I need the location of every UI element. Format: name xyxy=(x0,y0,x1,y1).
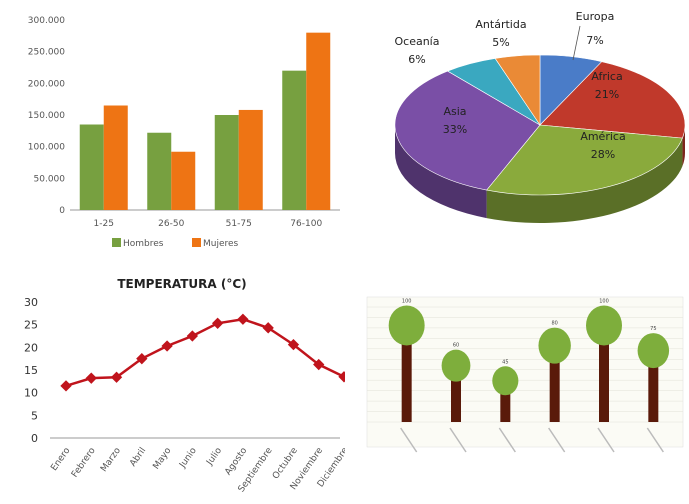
temperature-line-chart-svg: TEMPERATURA (°C) 0 5 10 15 20 25 30 EneroFebrer… xyxy=(24,277,345,494)
pie-label: América xyxy=(580,130,625,143)
x-tick-label: 26-50 xyxy=(158,219,184,229)
legend-label: Hombres xyxy=(123,239,164,249)
legend-swatch xyxy=(192,238,201,247)
temperature-point xyxy=(161,340,173,352)
pie-slice-side xyxy=(395,125,487,219)
y-tick-label: 100.000 xyxy=(28,143,65,153)
y-tick-label: 50.000 xyxy=(34,174,66,184)
bar-hombres xyxy=(79,124,104,210)
tree-crown xyxy=(441,349,471,382)
pie-percent: 6% xyxy=(408,53,425,66)
tree-trunk xyxy=(401,333,412,422)
temperature-point xyxy=(60,380,72,392)
bar-mujeres xyxy=(306,32,331,210)
temperature-point xyxy=(186,330,199,342)
pie-percent: 33% xyxy=(443,123,467,136)
tree-value-label: 60 xyxy=(453,343,459,349)
pie-label: Antártida xyxy=(475,18,526,31)
y-tick-label: 300.000 xyxy=(28,16,65,26)
population-bar-chart-svg: 0 50.000 100.000 150.000 200.000 250.000 300.0… xyxy=(28,16,340,249)
y-tick-label: 150.000 xyxy=(28,111,65,121)
y-tick-label: 200.000 xyxy=(28,79,65,89)
trees-pictogram-chart: 100 60 45 80 100 75 xyxy=(345,262,689,504)
x-tick-smudge xyxy=(449,427,467,453)
temperature-point xyxy=(237,313,249,325)
temperature-line xyxy=(65,317,345,388)
continents-pie-chart: Europa 7% Africa 21% América 28% Asia 33% Oceaní… xyxy=(345,0,689,262)
y-tick-label: 250.000 xyxy=(28,48,65,58)
tree-crown xyxy=(538,327,571,364)
pie-label: Africa xyxy=(591,70,622,83)
y-tick-label: 0 xyxy=(59,206,65,216)
bar-mujeres xyxy=(171,151,196,210)
x-tick-label: Agosto xyxy=(223,446,249,478)
x-tick-label: Febrero xyxy=(70,446,98,480)
pie-label: Oceanía xyxy=(395,35,440,48)
bar-hombres xyxy=(214,115,239,210)
pie-percent: 21% xyxy=(595,88,619,101)
tree-crown xyxy=(388,305,425,346)
temperature-point xyxy=(85,372,97,384)
y-tick-label: 25 xyxy=(24,319,38,332)
bar-mujeres xyxy=(103,105,128,210)
legend-label: Mujeres xyxy=(203,239,239,249)
tree-trunk xyxy=(549,352,560,422)
x-tick-smudge xyxy=(400,427,418,453)
tree-trunk xyxy=(648,357,659,422)
x-tick-label: Enero xyxy=(49,446,72,473)
europa-leader-line xyxy=(572,25,581,61)
tree-trunk xyxy=(500,386,511,422)
tree-value-label: 100 xyxy=(599,298,609,304)
pie-label: Asia xyxy=(443,105,466,118)
pie-slice-side xyxy=(682,125,685,167)
tree-crown xyxy=(586,305,622,346)
pie-percent: 5% xyxy=(492,36,509,49)
tree-trunk xyxy=(451,372,461,422)
pie-slice-américa xyxy=(486,124,683,196)
x-tick-label: Julio xyxy=(205,446,225,468)
y-tick-label: 20 xyxy=(24,341,38,354)
legend-swatch xyxy=(112,238,121,247)
y-tick-label: 30 xyxy=(24,296,38,309)
temperature-point xyxy=(338,371,345,383)
tree-trunk xyxy=(599,333,609,422)
pie-slice-side xyxy=(486,138,683,223)
bar-hombres xyxy=(147,132,172,210)
x-tick-smudge xyxy=(548,427,566,453)
x-tick-label: Marzo xyxy=(99,446,123,474)
bar-mujeres xyxy=(238,109,263,210)
y-tick-label: 5 xyxy=(31,409,38,422)
tree-value-label: 100 xyxy=(402,298,412,304)
pie-percent: 7% xyxy=(586,34,603,47)
tree-crown xyxy=(637,333,670,369)
y-tick-label: 15 xyxy=(24,364,38,377)
x-tick-smudge xyxy=(646,427,664,453)
x-tick-label: 51-75 xyxy=(226,219,252,229)
x-tick-label: 76-100 xyxy=(290,219,322,229)
temperature-chart-title: TEMPERATURA (°C) xyxy=(117,277,246,291)
pie-percent: 28% xyxy=(591,148,615,161)
temperature-point xyxy=(211,317,224,329)
pie-slice-antártida xyxy=(494,54,541,126)
bar-hombres xyxy=(282,70,307,211)
tree-crown xyxy=(492,366,519,396)
x-tick-label: 1-25 xyxy=(94,219,114,229)
x-tick-smudge xyxy=(498,427,516,453)
pie-label: Europa xyxy=(576,10,615,23)
x-tick-smudge xyxy=(597,427,615,453)
y-tick-label: 10 xyxy=(24,387,38,400)
x-tick-label: Abril xyxy=(128,446,148,469)
population-bar-chart: 0 50.000 100.000 150.000 200.000 250.000 300.0… xyxy=(0,0,345,262)
temperature-line-chart: TEMPERATURA (°C) 0 5 10 15 20 25 30 Enero Febrer… xyxy=(0,262,345,504)
x-tick-label: Junio xyxy=(177,446,199,471)
continents-pie-chart-svg: Europa 7% Africa 21% América 28% Asia 33% Oceaní… xyxy=(394,10,686,223)
tree-value-label: 45 xyxy=(502,359,508,365)
y-tick-label: 0 xyxy=(31,432,38,445)
tree-value-label: 75 xyxy=(650,326,656,332)
trees-pictogram-chart-svg: 100 60 45 80 100 75 xyxy=(366,296,684,453)
pie-slice-asia xyxy=(394,70,541,191)
tree-value-label: 80 xyxy=(551,321,557,327)
pie-slice-africa xyxy=(539,61,686,139)
x-tick-label: Mayo xyxy=(152,446,174,472)
